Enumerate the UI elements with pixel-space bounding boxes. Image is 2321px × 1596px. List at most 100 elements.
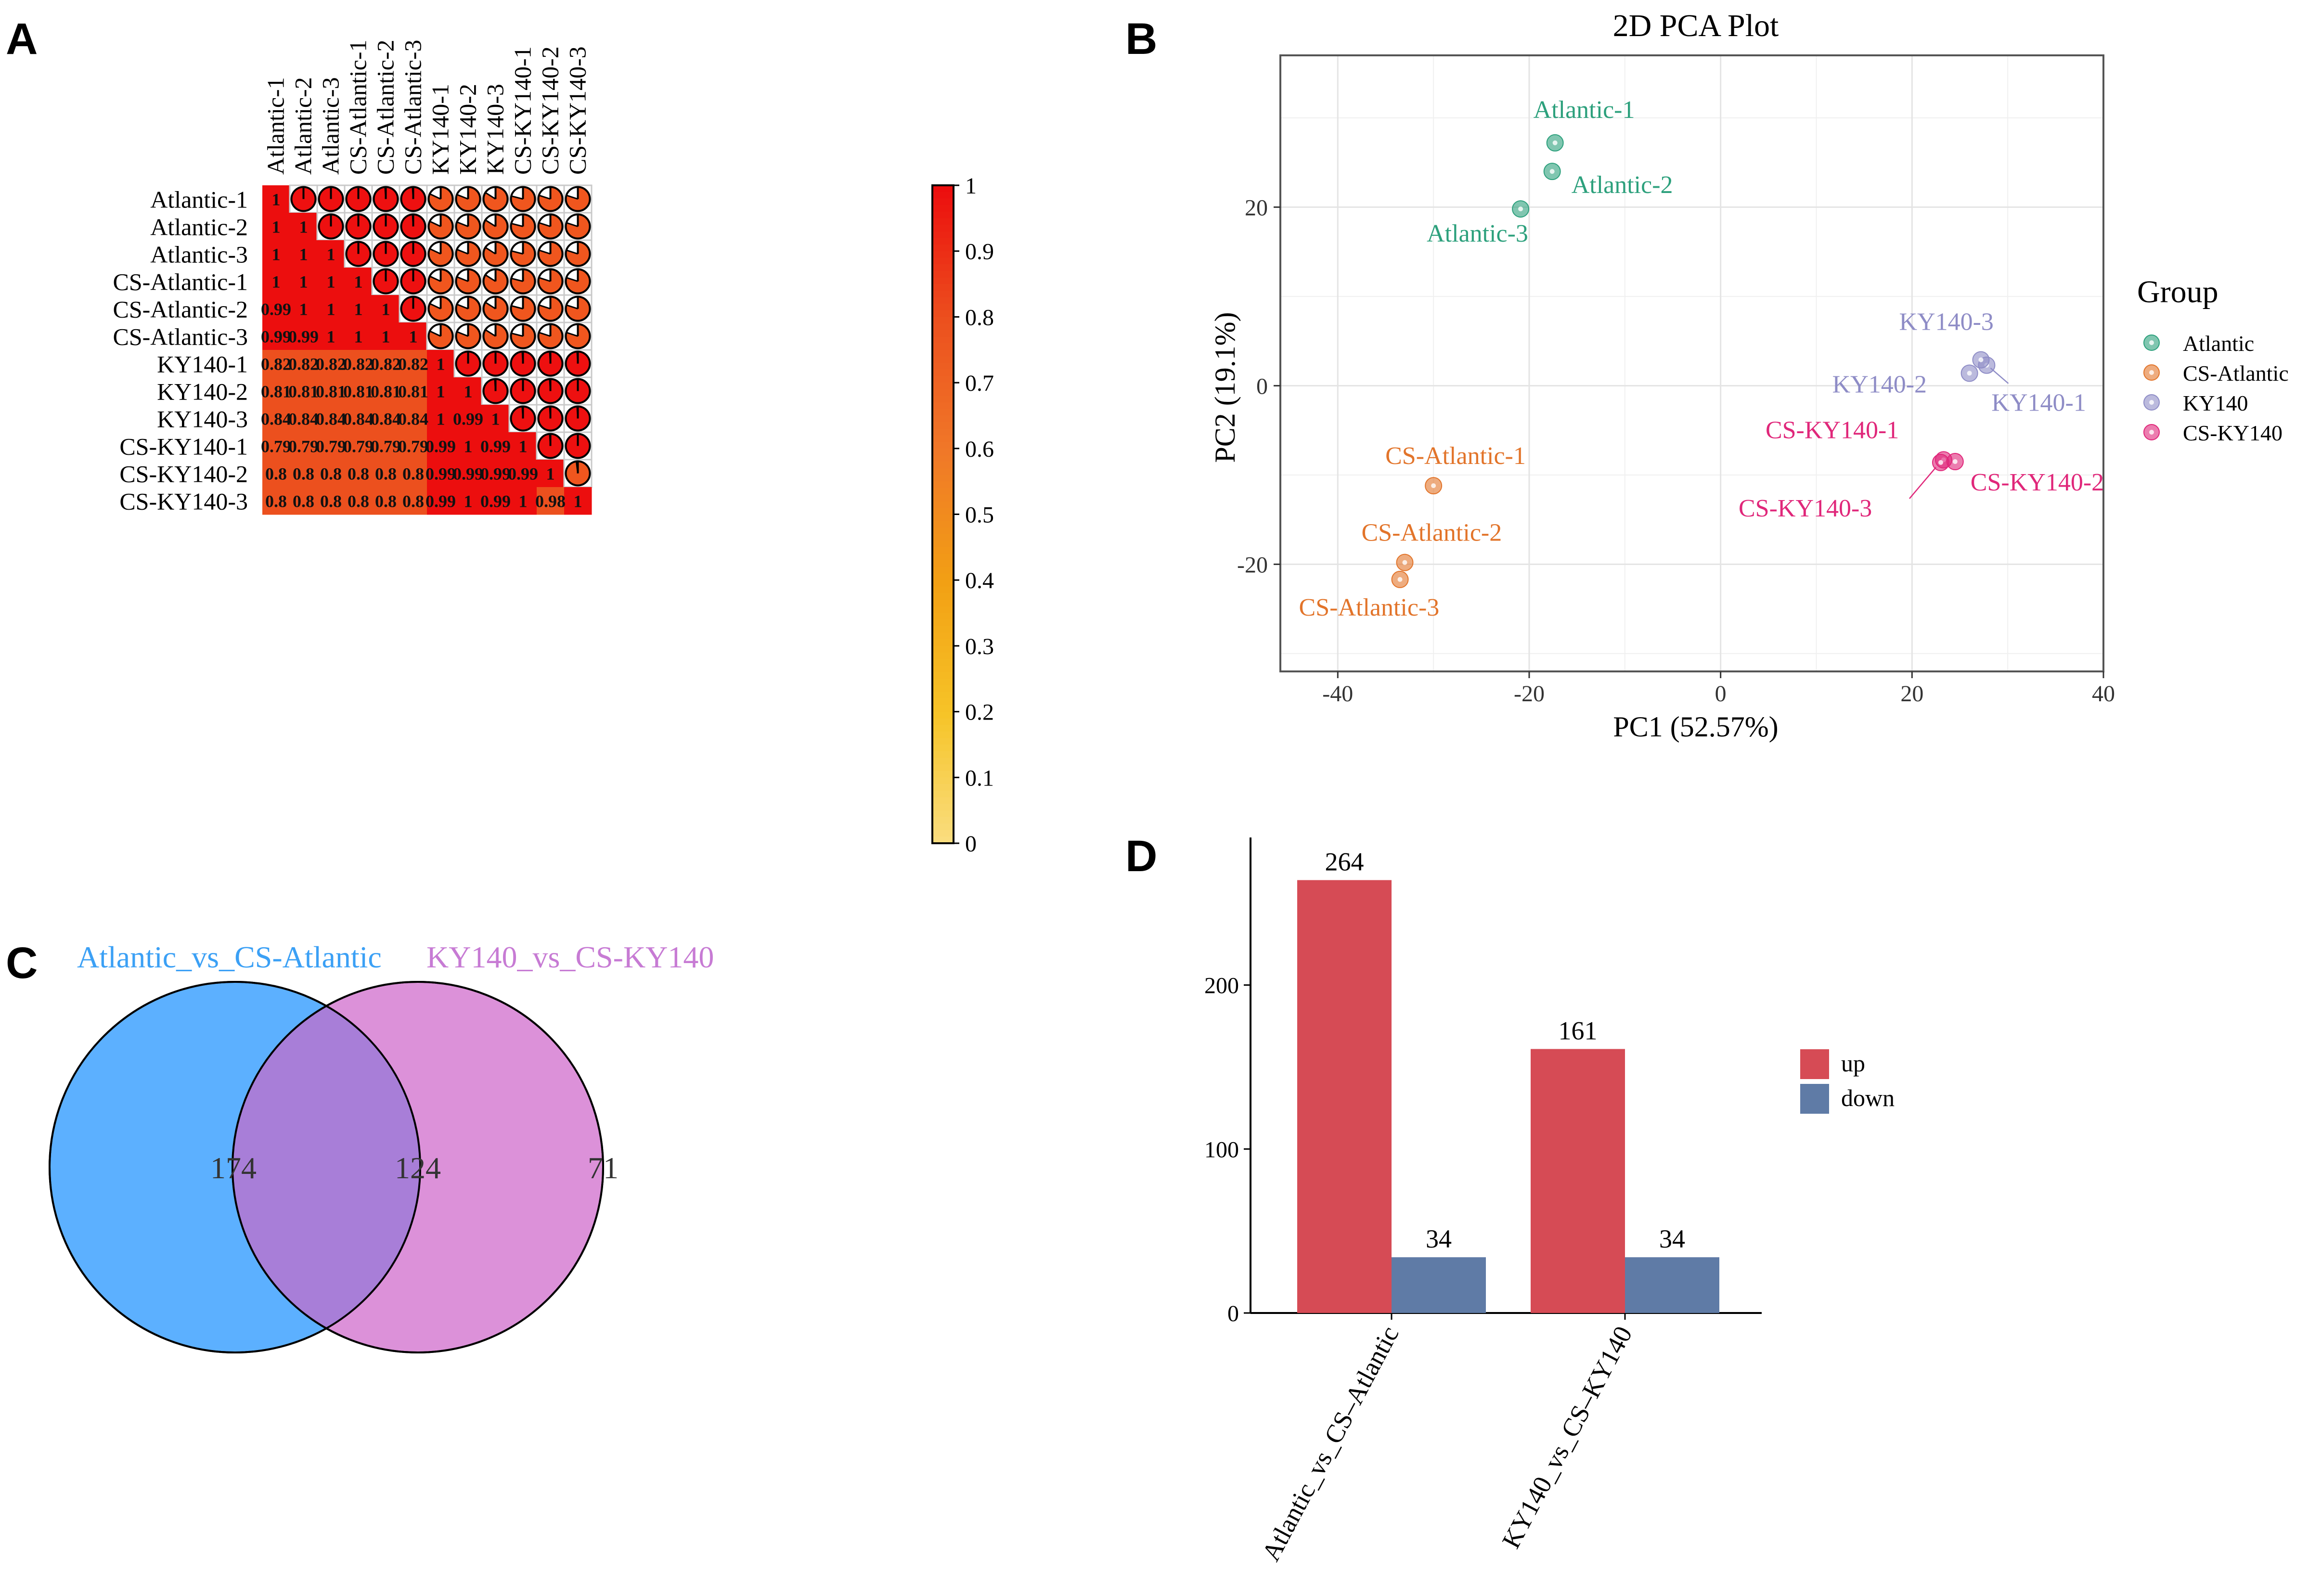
pca-title: 2D PCA Plot [1613,8,1779,43]
colorbar-tick-label: 0.4 [965,568,994,593]
colorbar-segment [932,659,954,666]
bar-legend-swatch [1800,1084,1829,1114]
colorbar-segment [932,304,954,311]
heatmap-cell [427,460,455,488]
colorbar-segment [932,593,954,601]
pca-point-center [1549,169,1555,174]
colorbar-segment [932,218,954,226]
colorbar-segment [932,290,954,298]
bar-down [1392,1257,1486,1313]
colorbar-segment [932,507,954,515]
colorbar-segment [932,553,954,561]
heatmap-value-label: 0.99 [426,464,456,484]
heatmap-pie-marker [566,277,578,282]
colorbar-segment [932,527,954,535]
heatmap-pie-marker [456,248,469,255]
heatmap-cell [262,350,290,378]
heatmap-pie-marker [511,305,523,309]
heatmap-cell [372,405,400,433]
pca-point-label: KY140-2 [1832,371,1927,398]
heatmap-value-label: 1 [437,382,445,401]
heatmap-value-label: 1 [299,245,308,264]
heatmap-cell [400,322,427,350]
colorbar-tick-label: 0.7 [965,371,994,396]
heatmap-value-label: 0.84 [371,410,401,429]
heatmap-pie-marker [511,277,523,282]
colorbar-segment [932,665,954,673]
pca-point-label: CS-KY140-2 [1971,469,2104,496]
pca-point-label: CS-Atlantic-2 [1361,519,1502,547]
heatmap-value-label: 1 [491,410,500,429]
bar-up [1531,1049,1625,1313]
colorbar-segment [932,738,954,745]
colorbar-segment [932,685,954,693]
heatmap-cell [400,432,427,460]
heatmap-cell [509,460,537,488]
pca-legend-label: CS-Atlantic [2183,361,2289,386]
colorbar-tick-label: 0.8 [965,305,994,330]
pca-legend-label: CS-KY140 [2183,421,2282,445]
heatmap-pie-marker [485,329,496,337]
pca-x-axis-label: PC1 (52.57%) [1613,711,1778,743]
colorbar-segment [932,771,954,778]
heatmap-value-label: 0.81 [288,382,319,401]
heatmap-value-label: 1 [327,300,335,319]
heatmap-pie-marker [539,222,551,227]
heatmap-value-label: 0.8 [402,492,424,511]
heatmap-cell [262,460,290,488]
heatmap-cell [454,432,482,460]
heatmap-pie-marker [566,304,578,309]
colorbar-segment [932,264,954,271]
heatmap-cell [262,213,290,241]
heatmap-column-label: KY140-1 [427,84,454,175]
heatmap-cell [317,295,345,323]
heatmap-cell [372,322,400,350]
colorbar-tick-label: 0.6 [965,437,994,462]
panel-letter-b: B [1125,14,1157,64]
bar-value-label: 34 [1426,1224,1452,1253]
pca-x-tick-label: 40 [2092,681,2115,707]
colorbar-segment [932,245,954,252]
pca-legend-label: Atlantic [2183,331,2254,356]
heatmap-pie-marker [429,303,441,309]
heatmap-cell [262,377,290,405]
heatmap-cell [290,432,318,460]
heatmap-value-label: 1 [354,272,363,292]
colorbar-segment [932,225,954,232]
heatmap-cell [290,240,318,268]
heatmap-cell [482,405,510,433]
heatmap-value-label: 0.82 [398,355,428,374]
heatmap-pie-marker [485,301,496,309]
colorbar-segment [932,672,954,680]
bar-legend-swatch [1800,1049,1829,1079]
venn-overlap-count: 124 [395,1151,441,1185]
pca-point-center [1397,577,1403,582]
heatmap-cell [372,350,400,378]
heatmap-cell [317,487,345,515]
heatmap-cell [290,350,318,378]
bar-value-label: 34 [1659,1224,1685,1253]
colorbar-segment [932,501,954,508]
bar-legend-label: down [1841,1084,1895,1111]
colorbar-segment [932,645,954,653]
heatmap-value-label: 0.8 [293,492,314,511]
heatmap-cell [317,432,345,460]
heatmap-row-label: CS-Atlantic-3 [113,323,248,350]
heatmap-pie-marker [456,276,469,282]
colorbar-segment [932,376,954,384]
heatmap-row-label: CS-Atlantic-2 [113,296,248,323]
heatmap-value-label: 1 [327,327,335,347]
colorbar-segment [932,356,954,364]
colorbar-segment [932,343,954,350]
colorbar-segment [932,363,954,370]
colorbar-segment [932,396,954,403]
heatmap-row-label: Atlantic-2 [150,214,248,241]
heatmap-value-label: 0.79 [261,437,291,456]
heatmap-cell [345,405,373,433]
colorbar-tick-label: 0.5 [965,502,994,528]
heatmap-pie-marker [485,274,496,282]
heatmap-value-label: 1 [299,300,308,319]
colorbar-segment [932,600,954,607]
heatmap-cell [345,295,373,323]
pca-legend-swatch-center [2149,400,2154,405]
